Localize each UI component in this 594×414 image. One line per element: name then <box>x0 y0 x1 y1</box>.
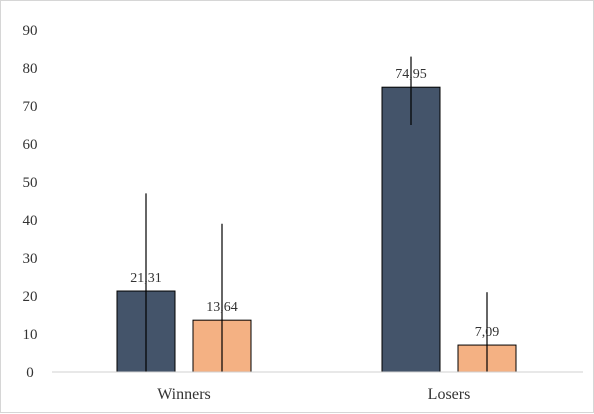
y-tick-label: 0 <box>26 365 34 381</box>
category-label-winners: Winners <box>157 386 211 403</box>
data-label: 21,31 <box>130 271 162 286</box>
data-labels: 21,31 74,95 13,64 7,09 <box>130 67 499 340</box>
y-tick-label: 60 <box>23 137 38 153</box>
error-bars <box>145 56 488 372</box>
y-axis-ticks: 0 10 20 30 40 50 60 70 80 90 <box>23 23 38 381</box>
y-tick-label: 10 <box>23 327 38 343</box>
y-tick-label: 50 <box>23 175 38 191</box>
bars <box>116 86 517 373</box>
category-labels: Winners Losers <box>157 386 470 403</box>
y-tick-label: 70 <box>23 99 38 115</box>
category-label-losers: Losers <box>428 386 471 403</box>
y-tick-label: 30 <box>23 251 38 267</box>
y-tick-label: 20 <box>23 289 38 305</box>
data-label: 7,09 <box>475 325 500 340</box>
bar-series1-losers <box>381 86 441 373</box>
data-label: 13,64 <box>206 300 238 315</box>
data-label: 74,95 <box>395 67 427 82</box>
y-tick-label: 90 <box>23 23 38 39</box>
y-tick-label: 40 <box>23 213 38 229</box>
y-tick-label: 80 <box>23 61 38 77</box>
